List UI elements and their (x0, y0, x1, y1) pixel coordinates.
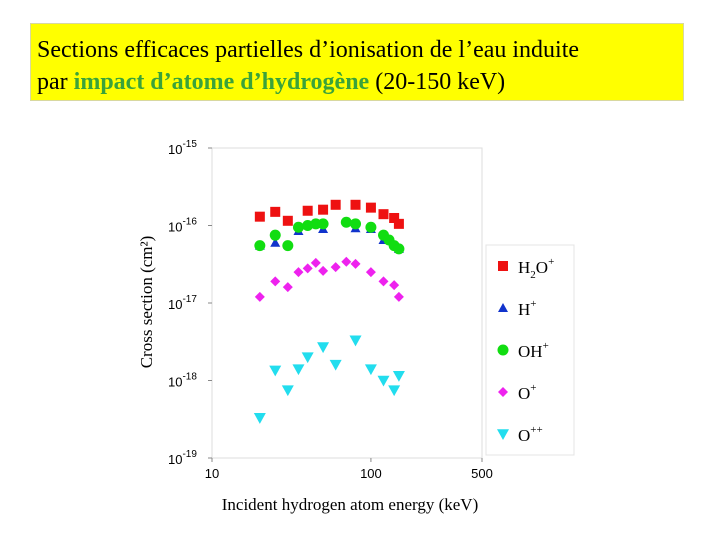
title-line-2-suffix: (20-150 keV) (369, 69, 506, 95)
legend-marker (498, 261, 508, 271)
data-point (270, 206, 281, 217)
x-axis-ticks: 10 100 500 (205, 458, 493, 481)
data-point (292, 221, 304, 233)
data-point (302, 263, 313, 274)
data-point (282, 215, 293, 226)
series-oplus (254, 256, 404, 302)
legend-label: O++ (518, 424, 543, 445)
title-line-2: par impact d’atome d’hydrogène (20-150 k… (37, 66, 683, 98)
legend-marker (498, 303, 508, 312)
y-tick-label: 10-16 (168, 217, 197, 235)
data-point (330, 199, 341, 210)
data-point (389, 280, 400, 291)
legend-marker (498, 387, 508, 397)
data-point (349, 335, 362, 347)
data-point (392, 370, 405, 382)
data-point (378, 276, 389, 287)
data-point (302, 205, 313, 216)
data-point (292, 364, 305, 376)
title-highlight: impact d’atome d’hydrogène (73, 69, 370, 95)
data-point (253, 413, 266, 424)
legend: H2O+ H+ OH+ O+ O++ (497, 256, 554, 445)
legend-marker (497, 344, 509, 356)
data-point (329, 359, 342, 371)
data-point (364, 364, 377, 376)
data-point (330, 262, 341, 273)
y-tick-label: 10-15 (168, 139, 197, 157)
legend-marker (497, 429, 509, 440)
series-oplusplus (253, 335, 405, 424)
data-point (254, 291, 265, 302)
data-point (282, 240, 294, 252)
data-point (301, 352, 314, 364)
data-point (282, 282, 293, 293)
data-point (281, 385, 294, 397)
plot-area (211, 147, 483, 459)
y-axis-label: Cross section (cm²) (137, 236, 156, 369)
x-tick-label: 100 (360, 466, 382, 481)
data-point (317, 342, 330, 354)
x-tick-label: 500 (471, 466, 493, 481)
legend-label: H+ (518, 298, 537, 319)
data-point (254, 240, 266, 252)
data-point (377, 375, 390, 387)
data-point (270, 237, 281, 247)
title-line-2-prefix: par (37, 69, 74, 95)
data-point (350, 218, 362, 230)
y-tick-label: 10-17 (168, 294, 197, 312)
data-point (388, 385, 401, 397)
legend-label: OH+ (518, 340, 549, 361)
data-point (393, 243, 405, 255)
legend-label: H2O+ (518, 256, 554, 281)
title-line-1: Sections efficaces partielles d’ionisati… (37, 37, 580, 63)
data-series (253, 199, 405, 424)
y-tick-label: 10-19 (168, 449, 197, 467)
data-point (317, 218, 329, 230)
data-point (350, 258, 361, 269)
data-point (340, 216, 352, 228)
data-point (269, 229, 281, 241)
data-point (293, 267, 304, 278)
data-point (393, 291, 404, 302)
x-axis-label: Incident hydrogen atom energy (keV) (222, 495, 479, 514)
series-ohplus (254, 216, 405, 255)
slide-title: Sections efficaces partielles d’ionisati… (30, 23, 684, 101)
data-point (365, 202, 376, 213)
data-point (269, 365, 282, 377)
data-point (389, 212, 400, 223)
data-point (270, 276, 281, 287)
data-point (318, 204, 329, 215)
series-h2oplus (254, 199, 404, 229)
data-point (393, 218, 404, 229)
data-point (318, 265, 329, 276)
data-point (341, 256, 352, 267)
y-axis-ticks: 10-15 10-16 10-17 10-18 10-19 (168, 139, 212, 467)
data-point (378, 209, 389, 220)
data-point (350, 199, 361, 210)
y-tick-label: 10-18 (168, 372, 197, 390)
data-point (365, 221, 377, 233)
data-point (254, 211, 265, 222)
data-point (365, 267, 376, 278)
legend-label: O+ (518, 382, 537, 403)
x-tick-label: 10 (205, 466, 219, 481)
data-point (310, 257, 321, 268)
